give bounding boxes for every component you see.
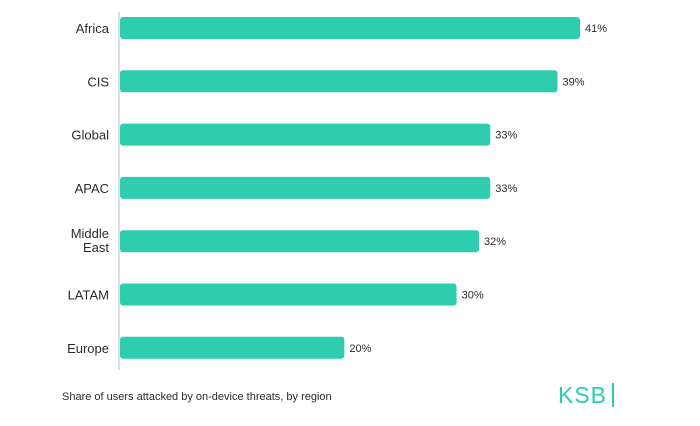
bar-middle-east [120, 230, 480, 253]
value-labels-group: 41% 39% 33% 33% 32% 30% 20% [349, 23, 607, 355]
bar-cis [120, 70, 558, 93]
value-label: 32% [484, 236, 506, 248]
category-labels-group: Africa CIS Global APAC Middle East LATAM Europe [67, 21, 110, 356]
value-label: 33% [495, 183, 517, 195]
category-label: LATAM [68, 288, 109, 303]
value-label: 30% [462, 290, 484, 302]
bar-africa [120, 17, 580, 39]
category-label: Global [71, 128, 109, 143]
value-label: 41% [585, 23, 607, 35]
value-label: 33% [495, 130, 517, 142]
bar-global [120, 123, 491, 146]
value-label: 39% [563, 76, 585, 88]
chart-caption: Share of users attacked by on-device thr… [62, 391, 332, 403]
bar-latam [120, 283, 457, 306]
bars-group [120, 17, 580, 359]
category-label: APAC [75, 181, 109, 196]
value-label: 20% [349, 343, 371, 355]
category-label: Middle East [71, 226, 110, 255]
category-label: Africa [76, 21, 110, 36]
category-label: Europe [67, 341, 109, 356]
category-label: CIS [87, 74, 109, 89]
logo-text: KSB [558, 381, 608, 408]
brand-logo: KSB [558, 380, 615, 410]
bar-apac [120, 176, 491, 199]
bar-europe [120, 336, 345, 359]
logo-divider-bar [612, 383, 615, 407]
